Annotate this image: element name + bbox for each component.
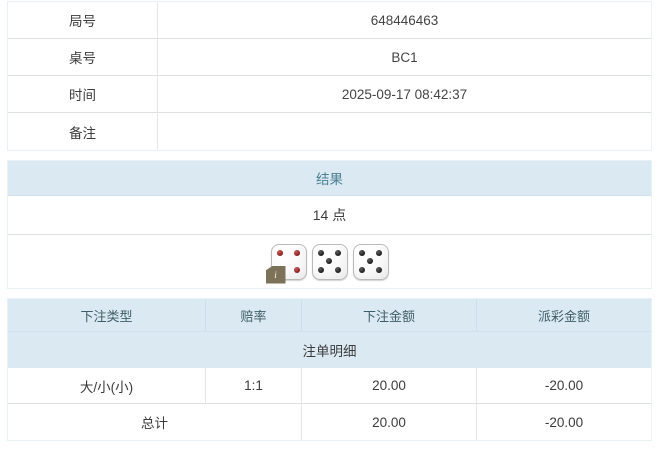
info-label-time: 时间 [8,76,158,113]
die-pip [358,249,365,256]
cell-total-stake: 20.00 [302,404,477,440]
info-value-remark [158,113,651,150]
column-header-odds: 赔率 [206,299,302,332]
die-pip [294,267,301,274]
cell-total-label: 总计 [8,404,302,440]
cell-total-payout: -20.00 [544,414,584,430]
cell-bet-type: 大/小(小) [8,368,206,404]
die-pip [317,249,324,256]
die-pip [335,249,342,256]
info-label-round-no: 局号 [8,2,158,39]
round-info-table: 局号 648446463 桌号 BC1 时间 2025-09-17 08:42:… [7,1,652,151]
info-badge-icon: i [265,265,286,284]
column-header-bet-type: 下注类型 [8,299,206,332]
die-pip [335,267,342,274]
die-pip [326,258,333,265]
section-spacer [7,151,652,160]
result-dice-cell: i [8,235,651,288]
info-label-table-no: 桌号 [8,39,158,76]
table-row: 大/小(小) 1:1 20.00 -20.00 [8,368,651,404]
info-value-time: 2025-09-17 08:42:37 [158,76,651,113]
cell-odds: 1:1 [206,368,302,404]
cell-payout: -20.00 [477,368,651,404]
die-pip [376,249,383,256]
die-pip [358,267,365,274]
info-label-remark: 备注 [8,113,158,150]
die-pip [317,267,324,274]
die-pip [276,249,283,256]
die-2 [311,243,348,280]
die-pip [376,267,383,274]
result-points-row: 14 点 [8,196,651,235]
die-pip [294,249,301,256]
result-dice-row: i [8,235,651,288]
result-points-value: 14 点 [8,196,651,235]
dice-strip: i [8,235,651,288]
bet-header-title: 注单明细 [8,332,651,368]
die-pip [367,258,374,265]
table-row: 备注 [8,113,651,150]
bet-header-row: 注单明细 [8,332,651,368]
info-value-table-no: BC1 [158,39,651,76]
result-panel: 结果 14 点 i [7,160,652,289]
info-value-round-no: 648446463 [158,2,651,39]
cell-stake: 20.00 [302,368,477,404]
result-header-row: 结果 [8,161,651,196]
die-3 [352,243,389,280]
bet-detail-table: 注单明细 下注类型 赔率 下注金额 派彩金额 大/小(小) 1:1 20.00 … [7,298,652,441]
table-row: 时间 2025-09-17 08:42:37 [8,76,651,113]
column-header-stake: 下注金额 [302,299,477,332]
table-row: 局号 648446463 [8,2,651,39]
table-row: 桌号 BC1 [8,39,651,76]
column-header-payout: 派彩金额 [477,299,651,332]
section-spacer [7,289,652,298]
result-header-title: 结果 [8,161,651,196]
table-row-total: 总计 20.00 -20.00 [8,404,651,440]
bet-column-header-row: 下注类型 赔率 下注金额 派彩金额 [8,299,651,332]
die-1: i [265,243,307,284]
